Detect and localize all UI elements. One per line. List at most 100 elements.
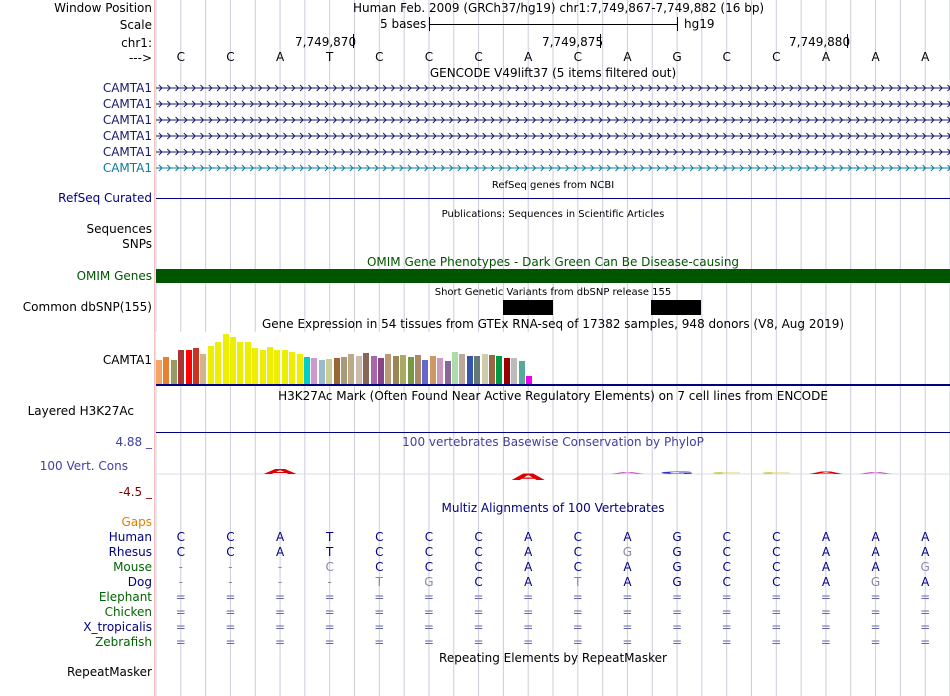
omim-track-title[interactable]: OMIM Gene Phenotypes - Dark Green Can Be… [366, 255, 740, 269]
gtex-label[interactable]: CAMTA1 [102, 353, 152, 367]
dbsnp-label[interactable]: Common dbSNP(155) [22, 300, 152, 314]
gtex-tissue-bar[interactable] [474, 356, 481, 384]
gencode-transcript-label[interactable]: CAMTA1 [102, 129, 152, 143]
gtex-tissue-bar[interactable] [378, 358, 384, 384]
gencode-transcript[interactable] [156, 82, 950, 94]
h3k27ac-label[interactable]: Layered H3K27Ac [27, 404, 134, 418]
gencode-transcript-label[interactable]: CAMTA1 [102, 161, 152, 175]
gtex-tissue-bar[interactable] [193, 348, 199, 384]
multiz-species-label[interactable]: Dog [127, 575, 152, 589]
gtex-tissue-bar[interactable] [333, 358, 340, 384]
gtex-tissue-bar[interactable] [370, 356, 377, 384]
refseq-line[interactable] [156, 198, 950, 199]
gtex-tissue-bar[interactable] [207, 346, 214, 384]
publications-sequences-label[interactable]: Sequences [86, 222, 152, 236]
dbsnp-variant[interactable] [503, 300, 553, 315]
publications-track-title[interactable]: Publications: Sequences in Scientific Ar… [441, 209, 665, 220]
gtex-tissue-bar[interactable] [511, 358, 518, 384]
gtex-tissue-bar[interactable] [163, 357, 170, 384]
gencode-transcript-label[interactable]: CAMTA1 [102, 97, 152, 111]
multiz-track-title[interactable]: Multiz Alignments of 100 Vertebrates [441, 501, 665, 515]
gtex-tissue-bar[interactable] [429, 356, 436, 384]
multiz-base: = [820, 605, 831, 619]
conservation-logo[interactable]: AA A G C C A A [156, 450, 950, 496]
gencode-transcript[interactable] [156, 146, 950, 158]
gtex-tissue-bar[interactable] [311, 358, 318, 384]
dbsnp-variant[interactable] [651, 300, 701, 315]
gtex-tissue-bar[interactable] [170, 360, 177, 384]
gtex-tissue-bar[interactable] [259, 350, 266, 384]
gtex-tissue-bar[interactable] [496, 356, 503, 384]
multiz-species-label[interactable]: X_tropicalis [83, 620, 152, 634]
gtex-tissue-bar[interactable] [230, 337, 236, 384]
gtex-tissue-bar[interactable] [385, 354, 392, 384]
gtex-tissue-bar[interactable] [318, 360, 325, 384]
gencode-track-title[interactable]: GENCODE V49lift37 (5 items filtered out) [429, 66, 677, 80]
gtex-tissue-bar[interactable] [459, 354, 466, 384]
gencode-transcript-label[interactable]: CAMTA1 [102, 81, 152, 95]
gencode-transcript-label[interactable]: CAMTA1 [102, 113, 152, 127]
gtex-tissue-bar[interactable] [392, 356, 399, 384]
gtex-tissue-bar[interactable] [481, 354, 488, 384]
gencode-transcript[interactable] [156, 162, 950, 174]
repeatmasker-label[interactable]: RepeatMasker [66, 665, 152, 679]
gtex-tissue-bar[interactable] [237, 342, 244, 384]
gtex-tissue-bar[interactable] [466, 356, 473, 384]
gtex-tissue-bar[interactable] [296, 354, 303, 384]
gtex-tissue-bar[interactable] [304, 357, 310, 384]
omim-label[interactable]: OMIM Genes [76, 269, 152, 283]
gtex-tissue-bar[interactable] [518, 361, 525, 384]
gtex-tissue-bar[interactable] [452, 352, 458, 384]
gtex-tissue-bar[interactable] [185, 350, 192, 384]
gtex-tissue-bar[interactable] [348, 354, 355, 384]
dbsnp-track-title[interactable]: Short Genetic Variants from dbSNP releas… [434, 287, 672, 298]
conservation-label[interactable]: 100 Vert. Cons [39, 459, 128, 473]
multiz-base: C [772, 545, 781, 559]
gtex-tissue-bar[interactable] [267, 347, 273, 384]
gtex-tissue-bar[interactable] [215, 342, 222, 384]
multiz-base: = [870, 635, 881, 649]
gencode-transcript[interactable] [156, 130, 950, 142]
multiz-species-label[interactable]: Chicken [104, 605, 152, 619]
gtex-tissue-bar[interactable] [281, 350, 288, 384]
gtex-tissue-bar[interactable] [437, 358, 444, 384]
gtex-tissue-bar[interactable] [415, 355, 421, 384]
omim-gene-bar[interactable] [156, 269, 950, 283]
gtex-expression-chart[interactable] [156, 332, 536, 384]
multiz-species-label[interactable]: Zebrafish [95, 635, 152, 649]
gtex-tissue-bar[interactable] [289, 352, 296, 384]
gtex-tissue-bar[interactable] [222, 334, 229, 384]
gtex-tissue-bar[interactable] [156, 360, 162, 384]
refseq-label[interactable]: RefSeq Curated [58, 191, 152, 205]
gtex-track-title[interactable]: Gene Expression in 54 tissues from GTEx … [261, 317, 845, 331]
gencode-transcript[interactable] [156, 114, 950, 126]
gtex-tissue-bar[interactable] [444, 361, 451, 384]
publications-snps-label[interactable]: SNPs [122, 237, 152, 251]
gtex-tissue-bar[interactable] [326, 359, 333, 384]
gtex-tissue-bar[interactable] [355, 356, 362, 384]
gtex-tissue-bar[interactable] [252, 348, 259, 384]
gtex-tissue-bar[interactable] [200, 354, 207, 384]
gtex-tissue-bar[interactable] [178, 350, 185, 384]
h3k27ac-track-title[interactable]: H3K27Ac Mark (Often Found Near Active Re… [278, 389, 828, 403]
gtex-tissue-bar[interactable] [363, 353, 370, 384]
multiz-species-label[interactable]: Elephant [98, 590, 152, 604]
gtex-tissue-bar[interactable] [526, 376, 532, 384]
multiz-species-label[interactable]: Human [108, 530, 152, 544]
gtex-tissue-bar[interactable] [489, 355, 495, 384]
gencode-transcript-label[interactable]: CAMTA1 [102, 145, 152, 159]
multiz-species-label[interactable]: Mouse [113, 560, 152, 574]
gtex-tissue-bar[interactable] [503, 358, 510, 384]
conservation-track-title[interactable]: 100 vertebrates Basewise Conservation by… [402, 435, 704, 449]
refseq-track-title[interactable]: RefSeq genes from NCBI [491, 180, 615, 191]
gtex-tissue-bar[interactable] [407, 357, 414, 384]
gencode-transcript[interactable] [156, 98, 950, 110]
gtex-tissue-bar[interactable] [341, 357, 347, 384]
repeatmasker-track-title[interactable]: Repeating Elements by RepeatMasker [439, 651, 667, 665]
gtex-tissue-bar[interactable] [244, 342, 251, 384]
multiz-species-label[interactable]: Rhesus [108, 545, 152, 559]
multiz-gaps-label[interactable]: Gaps [121, 515, 152, 529]
gtex-tissue-bar[interactable] [274, 350, 281, 384]
gtex-tissue-bar[interactable] [422, 360, 429, 384]
gtex-tissue-bar[interactable] [400, 355, 407, 384]
